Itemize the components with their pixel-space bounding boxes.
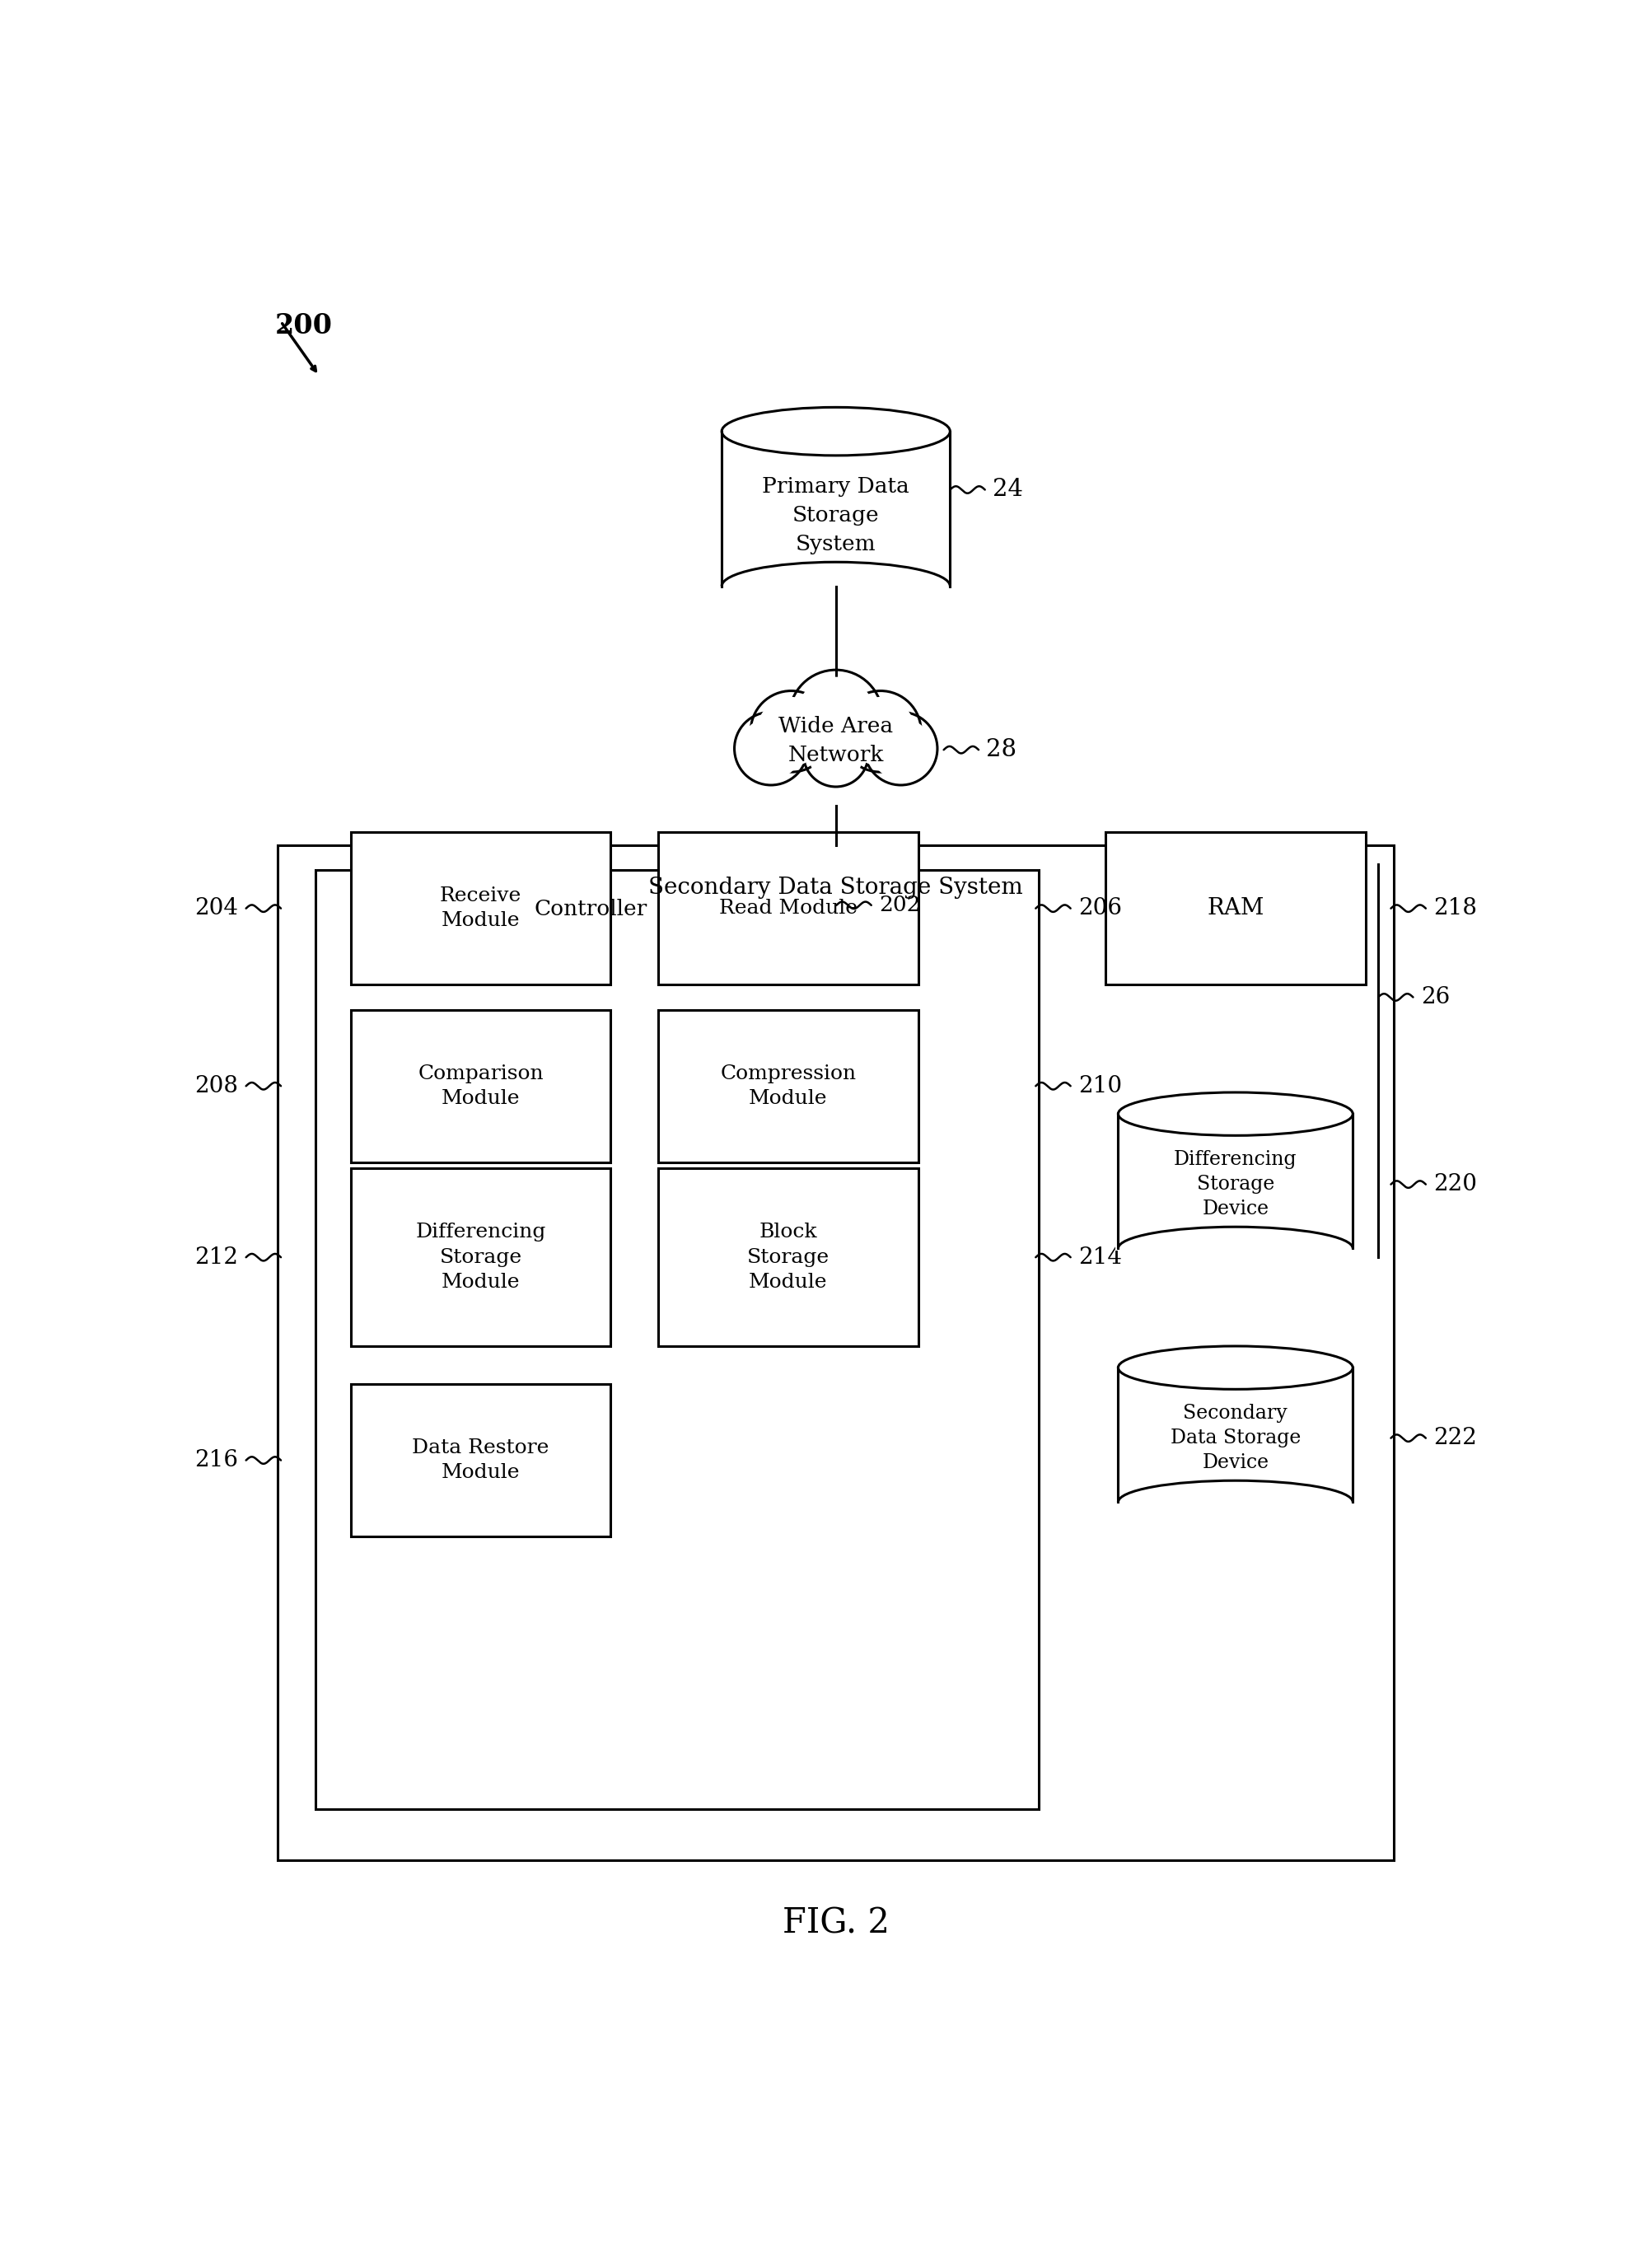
Text: Secondary
Data Storage
Device: Secondary Data Storage Device — [1171, 1404, 1300, 1472]
Bar — [277, 846, 1395, 1860]
Bar — [659, 1168, 918, 1347]
Bar — [316, 871, 1039, 1810]
Text: 208: 208 — [194, 1075, 238, 1098]
Text: Data Restore
Module: Data Restore Module — [413, 1438, 550, 1483]
Circle shape — [804, 721, 868, 787]
Bar — [351, 1383, 610, 1535]
Circle shape — [796, 676, 876, 755]
Bar — [351, 1009, 610, 1161]
Text: 206: 206 — [1078, 898, 1122, 919]
Circle shape — [840, 692, 922, 771]
Bar — [1119, 1368, 1352, 1501]
Bar — [659, 832, 918, 984]
Text: 210: 210 — [1078, 1075, 1122, 1098]
Text: 218: 218 — [1434, 898, 1478, 919]
Text: 220: 220 — [1434, 1173, 1478, 1195]
Circle shape — [869, 717, 931, 780]
Text: 202: 202 — [879, 896, 920, 916]
Ellipse shape — [1119, 1347, 1352, 1390]
Circle shape — [864, 712, 938, 785]
Circle shape — [809, 726, 863, 782]
Circle shape — [789, 669, 882, 764]
Ellipse shape — [723, 408, 949, 456]
Text: 204: 204 — [194, 898, 238, 919]
Text: 216: 216 — [194, 1449, 238, 1472]
Text: 214: 214 — [1078, 1245, 1122, 1268]
Circle shape — [846, 696, 915, 767]
Text: Controller: Controller — [533, 898, 648, 919]
Text: Differencing
Storage
Device: Differencing Storage Device — [1174, 1150, 1297, 1218]
Text: 200: 200 — [274, 313, 333, 340]
Text: 26: 26 — [1421, 987, 1450, 1009]
Circle shape — [757, 696, 825, 767]
Text: 24: 24 — [993, 479, 1023, 501]
Bar — [1106, 832, 1365, 984]
Circle shape — [734, 712, 807, 785]
Text: Comparison
Module: Comparison Module — [418, 1064, 543, 1109]
Text: RAM: RAM — [1207, 898, 1264, 919]
Text: Compression
Module: Compression Module — [721, 1064, 856, 1109]
Bar — [723, 431, 949, 585]
Text: FIG. 2: FIG. 2 — [783, 1905, 889, 1941]
Text: Differencing
Storage
Module: Differencing Storage Module — [416, 1222, 546, 1293]
Text: Primary Data
Storage
System: Primary Data Storage System — [762, 476, 910, 553]
Bar — [659, 1009, 918, 1161]
Bar — [351, 832, 610, 984]
Bar — [1119, 1114, 1352, 1247]
Text: 212: 212 — [194, 1245, 238, 1268]
Text: Wide Area
Network: Wide Area Network — [778, 717, 894, 764]
Text: Read Module: Read Module — [719, 898, 858, 919]
Text: Receive
Module: Receive Module — [440, 887, 522, 930]
Text: Block
Storage
Module: Block Storage Module — [747, 1222, 830, 1293]
Text: Secondary Data Storage System: Secondary Data Storage System — [649, 878, 1023, 898]
Circle shape — [750, 692, 832, 771]
Text: 222: 222 — [1434, 1427, 1478, 1449]
Ellipse shape — [1119, 1093, 1352, 1136]
Text: 28: 28 — [987, 739, 1016, 762]
Circle shape — [740, 717, 802, 780]
Bar — [351, 1168, 610, 1347]
